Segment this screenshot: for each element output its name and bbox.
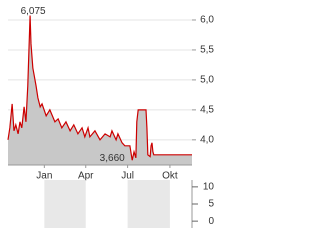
annotation: 3,660: [100, 153, 125, 164]
y-tick-label: 5,5: [200, 45, 214, 56]
y-tick-label: 4,5: [200, 105, 214, 116]
volume-band: [44, 180, 86, 228]
y-tick-label: 10: [203, 181, 215, 192]
volume-band: [127, 180, 170, 228]
stock-chart-widget: 4,0 4,5 5,0 5,5 6,0 6,075 3,660 Jan Apr Jul Okt 10 5…: [7, 6, 215, 228]
y-tick-label: 5,0: [200, 75, 214, 86]
y-tick-label: 6,0: [200, 15, 214, 26]
x-tick-label: Okt: [162, 171, 178, 182]
y-tick-label: 0: [208, 216, 214, 227]
annotation: 6,075: [21, 6, 46, 17]
y-tick-label: 4,0: [200, 134, 214, 145]
x-tick-label: Apr: [78, 171, 94, 182]
price-area: [8, 15, 192, 165]
y-tick-label: 5: [208, 199, 214, 210]
x-tick-label: Jan: [36, 171, 52, 182]
x-tick-label: Jul: [121, 171, 134, 182]
price-line: [7, 15, 192, 161]
